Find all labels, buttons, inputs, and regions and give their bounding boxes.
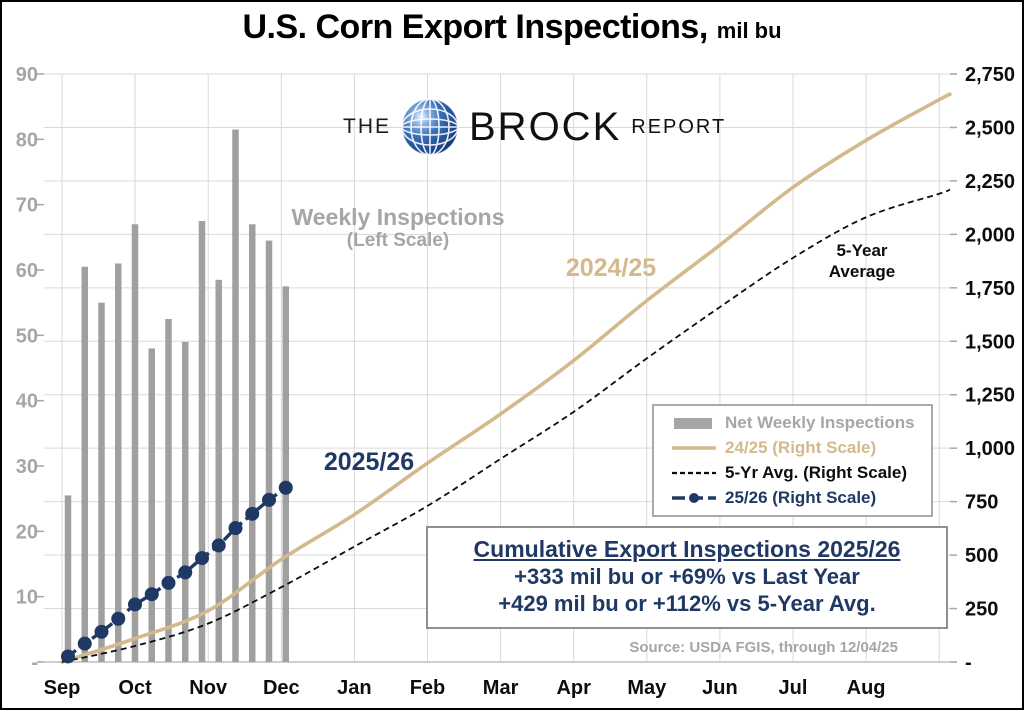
x-axis-month-label: Feb <box>410 677 446 699</box>
axes: 90 80 70 60 50 40 30 20 10 - 2,750 2,500 2,250 2,000 1… <box>16 64 1015 699</box>
x-axis-month-label: May <box>627 677 667 699</box>
marker-week-8 <box>178 565 193 580</box>
markers-25-26 <box>61 480 293 664</box>
bar-week-10 <box>215 279 222 662</box>
marker-week-7 <box>161 575 176 590</box>
legend-swatch-solid-icon <box>670 440 722 456</box>
info-box-line-2: +429 mil bu or +112% vs 5-Year Avg. <box>498 591 876 616</box>
x-axis-month-label: Mar <box>483 677 519 699</box>
right-axis-label: 2,250 <box>965 171 1015 193</box>
right-axis-label: - <box>965 652 972 674</box>
info-box-line-1: +333 mil bu or +69% vs Last Year <box>514 564 860 589</box>
legend-item-25-26-right-scale: 25/26 (Right Scale) <box>670 488 923 508</box>
bar-week-8 <box>182 341 189 662</box>
globe-icon <box>401 98 459 156</box>
legend-box: Net Weekly Inspections 24/25 (Right Scale… <box>652 404 933 517</box>
legend-label: 5-Yr Avg. (Right Scale) <box>725 462 907 482</box>
x-axis-month-label: Aug <box>847 677 886 699</box>
left-axis-label: 10 <box>16 587 38 609</box>
bar-week-13 <box>265 240 273 662</box>
annotation-5-year-average: 5-Year Average <box>828 241 896 281</box>
marker-week-13 <box>262 492 276 507</box>
marker-week-9 <box>195 551 209 566</box>
x-axis-month-label: Apr <box>556 677 591 699</box>
line-24-25 <box>60 92 952 664</box>
bar-week-7 <box>165 319 172 662</box>
x-axis-month-label: Sep <box>44 677 81 699</box>
left-axis-label: 40 <box>16 391 38 413</box>
bar-week-6 <box>148 348 155 662</box>
right-axis-label: 750 <box>965 492 998 514</box>
right-axis-label: 1,000 <box>965 438 1015 460</box>
logo-the-text: THE <box>343 115 391 138</box>
annotation-2025-26: 2025/26 <box>323 448 415 476</box>
marker-week-3 <box>94 624 109 639</box>
chart-title: U.S. Corn Export Inspections, <box>242 8 708 46</box>
bar-week-4 <box>115 263 122 662</box>
marker-week-14 <box>278 480 293 495</box>
marker-week-1 <box>61 649 75 664</box>
left-axis-label: 20 <box>16 521 38 543</box>
marker-week-11 <box>228 521 243 536</box>
x-axis-month-label: Jan <box>337 677 371 699</box>
bar-week-3 <box>98 302 105 662</box>
marker-week-12 <box>245 506 260 521</box>
bar-week-2 <box>81 266 88 662</box>
left-axis-label: 60 <box>16 260 38 282</box>
right-axis-label: 1,250 <box>965 385 1015 407</box>
left-axis-label: 70 <box>16 195 38 217</box>
x-axis-month-label: Dec <box>263 677 300 699</box>
bar-week-9 <box>198 221 206 662</box>
right-axis-label: 2,750 <box>965 64 1015 86</box>
left-axis-label: 80 <box>16 129 38 151</box>
x-axis-month-label: Jul <box>779 677 808 699</box>
right-axis-label: 500 <box>965 545 998 567</box>
left-axis-label: - <box>31 652 38 674</box>
weekly-bars <box>64 129 289 662</box>
x-axis-month-label: Jun <box>702 677 738 699</box>
marker-week-10 <box>211 538 226 553</box>
legend-item-24-25-right-scale: 24/25 (Right Scale) <box>670 438 923 458</box>
legend-swatch-dashdot-icon <box>670 490 722 506</box>
logo-report-text: REPORT <box>631 115 727 138</box>
bar-week-1 <box>64 495 72 662</box>
brock-report-logo: THE BROC <box>343 96 726 158</box>
marker-week-2 <box>77 636 92 651</box>
marker-week-5 <box>128 597 142 612</box>
chart-title-units: mil bu <box>716 18 782 43</box>
left-axis-label: 30 <box>16 456 38 478</box>
annotation-weekly-inspections: Weekly Inspections (Left Scale) <box>291 204 505 252</box>
right-axis-label: 2,500 <box>965 117 1015 139</box>
logo-brock-text: BROCK <box>469 104 622 149</box>
source-note: Source: USDA FGIS, through 12/04/25 <box>629 639 898 656</box>
legend-label: 24/25 (Right Scale) <box>725 438 877 458</box>
right-axis-label: 2,000 <box>965 224 1015 246</box>
legend-label: Net Weekly Inspections <box>725 413 915 433</box>
bar-week-14 <box>282 286 289 662</box>
line-5yr-avg <box>61 188 951 663</box>
marker-week-4 <box>111 611 126 626</box>
bar-week-5 <box>131 224 139 662</box>
bar-week-12 <box>249 224 256 662</box>
cumulative-info-box: Cumulative Export Inspections 2025/26 +3… <box>426 526 948 629</box>
left-axis-label: 50 <box>16 325 38 347</box>
legend-swatch-bar-icon <box>670 415 722 431</box>
page-title: U.S. Corn Export Inspections, mil bu <box>2 8 1022 47</box>
x-axis-month-label: Nov <box>189 677 228 699</box>
right-axis-label: 1,500 <box>965 331 1015 353</box>
marker-week-6 <box>144 587 159 602</box>
legend-swatch-dashed-icon <box>670 465 722 481</box>
x-axis-month-label: Oct <box>118 677 152 699</box>
info-box-title: Cumulative Export Inspections 2025/26 <box>473 536 901 562</box>
right-axis-label: 1,750 <box>965 278 1015 300</box>
left-axis-label: 90 <box>16 64 38 86</box>
right-axis-label: 250 <box>965 599 998 621</box>
legend-label: 25/26 (Right Scale) <box>725 487 877 507</box>
bar-week-11 <box>232 129 239 662</box>
legend-item-5-yr-avg-right-scale: 5-Yr Avg. (Right Scale) <box>670 463 923 483</box>
legend-item-net-weekly-inspections: Net Weekly Inspections <box>670 413 923 433</box>
annotation-2024-25: 2024/25 <box>565 254 657 282</box>
